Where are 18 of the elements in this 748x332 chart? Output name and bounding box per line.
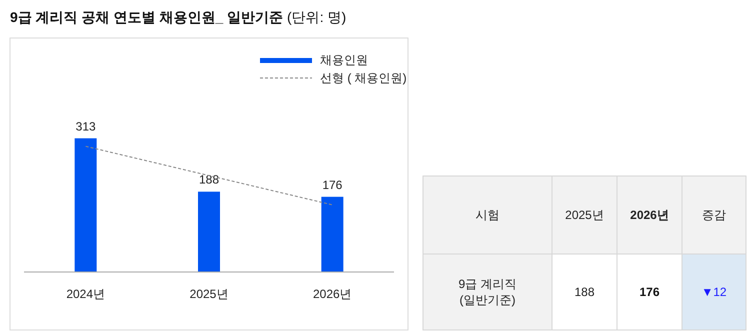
chart-subtitle: (단위: 명) [287,9,346,25]
text: ▼12 [701,285,727,299]
text: 176 [639,285,660,299]
text: 9급 계리직 (일반기준) [458,277,517,307]
x-tick-label: 2026년 [312,287,352,301]
chart-title: 9급 계리직 공채 연도별 채용인원_ 일반기준 [10,9,284,25]
category-label: 2026년 [630,208,669,222]
text: 188 [574,285,595,299]
legend-label: 채용인원 [320,53,368,67]
category-label: 증감 [702,208,726,222]
legend-label: 선형 ( 채용인원) [320,71,407,85]
category-label: 시험 [476,208,500,222]
data-label: 313 [76,119,96,134]
x-tick-label: 2024년 [66,287,106,301]
data-label: 188 [198,172,220,187]
category-label: 2025년 [565,208,604,222]
x-tick-label: 2025년 [190,287,228,301]
data-label: 176 [322,178,343,192]
